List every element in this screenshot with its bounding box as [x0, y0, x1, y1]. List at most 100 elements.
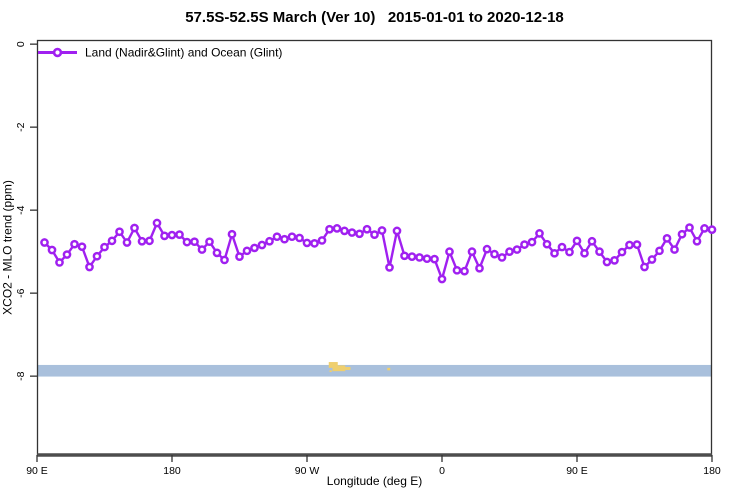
data-point-marker: [40, 238, 49, 247]
y-tick-label: -6: [15, 288, 27, 297]
data-point-marker: [512, 245, 522, 254]
data-point-marker: [325, 224, 334, 234]
data-point-marker: [422, 254, 432, 264]
data-point-marker: [130, 223, 139, 233]
data-point-marker: [400, 251, 409, 261]
data-point-marker: [407, 252, 417, 261]
data-point-marker: [490, 249, 499, 259]
x-tick-label: 90 E: [26, 465, 48, 477]
y-tick-label: -8: [15, 371, 27, 380]
land-patch: [329, 370, 332, 372]
data-point-marker: [145, 236, 154, 246]
data-point-marker: [700, 224, 709, 233]
data-point-marker: [272, 232, 282, 242]
data-point-marker: [137, 236, 147, 246]
x-tick-label: 180: [703, 465, 721, 477]
data-point-marker: [302, 238, 312, 248]
data-point-marker: [242, 246, 252, 256]
data-point-marker: [340, 226, 349, 236]
data-point-marker: [445, 247, 454, 256]
data-point-marker: [175, 230, 184, 239]
data-point-marker: [392, 226, 402, 236]
data-series: [40, 218, 717, 284]
land-patch: [328, 362, 338, 368]
data-point-marker: [692, 236, 702, 246]
data-point-marker: [535, 229, 544, 238]
data-point-marker: [625, 240, 634, 250]
data-point-marker: [647, 255, 657, 264]
land-patch: [344, 367, 351, 370]
data-point-marker: [595, 247, 604, 256]
data-point-marker: [160, 231, 169, 241]
data-point-marker: [100, 242, 109, 252]
y-axis-title: XCO2 - MLO trend (ppm): [1, 180, 15, 315]
data-point-marker: [527, 237, 537, 247]
data-point-marker: [572, 236, 582, 246]
data-point-marker: [467, 247, 477, 256]
legend-label: Land (Nadir&Glint) and Ocean (Glint): [85, 46, 282, 60]
y-tick-label: 0: [15, 41, 27, 47]
data-point-marker: [167, 230, 177, 240]
data-point-marker: [370, 230, 379, 239]
data-point-marker: [602, 257, 612, 267]
data-point-marker: [182, 237, 192, 247]
data-point-marker: [92, 251, 102, 261]
data-point-marker: [385, 263, 394, 272]
data-point-marker: [115, 227, 124, 237]
data-point-marker: [205, 237, 214, 247]
data-point-marker: [235, 252, 244, 261]
land-patch: [387, 367, 391, 371]
data-point-marker: [220, 255, 229, 265]
x-axis-title: Longitude (deg E): [327, 474, 422, 488]
data-point-marker: [317, 236, 327, 245]
data-point-marker: [707, 225, 717, 235]
data-point-marker: [70, 239, 79, 249]
legend: Land (Nadir&Glint) and Ocean (Glint): [38, 46, 282, 60]
data-point-marker: [377, 226, 387, 235]
data-point-marker: [295, 233, 304, 243]
chart-title: 57.5S-52.5S March (Ver 10) 2015-01-01 to…: [185, 9, 564, 26]
data-point-marker: [610, 256, 619, 265]
data-point-marker: [640, 262, 649, 272]
data-point-marker: [580, 248, 589, 258]
data-point-marker: [670, 245, 679, 254]
data-point-marker: [475, 263, 484, 273]
data-point-marker: [85, 262, 94, 272]
data-point-marker: [662, 234, 672, 243]
data-point-marker: [55, 258, 64, 267]
data-point-marker: [550, 248, 559, 258]
data-point-marker: [77, 242, 87, 252]
data-point-marker: [227, 229, 237, 239]
data-point-marker: [677, 229, 687, 239]
data-point-marker: [250, 243, 259, 253]
data-point-marker: [632, 240, 642, 249]
ocean-band: [37, 364, 712, 377]
x-tick-label: 180: [163, 465, 181, 477]
data-point-marker: [452, 265, 462, 275]
data-point-marker: [460, 266, 469, 276]
data-point-marker: [212, 248, 222, 258]
data-point-marker: [310, 239, 319, 248]
data-point-marker: [617, 247, 627, 257]
data-point-marker: [362, 224, 372, 234]
data-point-marker: [557, 242, 567, 252]
data-point-marker: [355, 229, 364, 239]
x-tick-label: 90 W: [295, 465, 320, 477]
legend-marker-icon: [52, 47, 63, 58]
data-point-marker: [190, 237, 199, 247]
data-point-marker: [497, 253, 507, 262]
x-tick-label: 0: [439, 465, 445, 477]
data-point-marker: [287, 232, 297, 242]
data-point-marker: [587, 236, 597, 246]
data-point-marker: [437, 274, 447, 284]
data-point-marker: [347, 228, 357, 237]
data-point-marker: [520, 240, 529, 249]
data-point-marker: [505, 247, 514, 256]
data-point-marker: [430, 254, 439, 264]
data-point-marker: [542, 239, 552, 249]
y-axis-ticks: 0 -2 -4 -6 -8: [15, 41, 37, 381]
data-point-marker: [655, 246, 664, 256]
data-point-marker: [280, 234, 289, 244]
